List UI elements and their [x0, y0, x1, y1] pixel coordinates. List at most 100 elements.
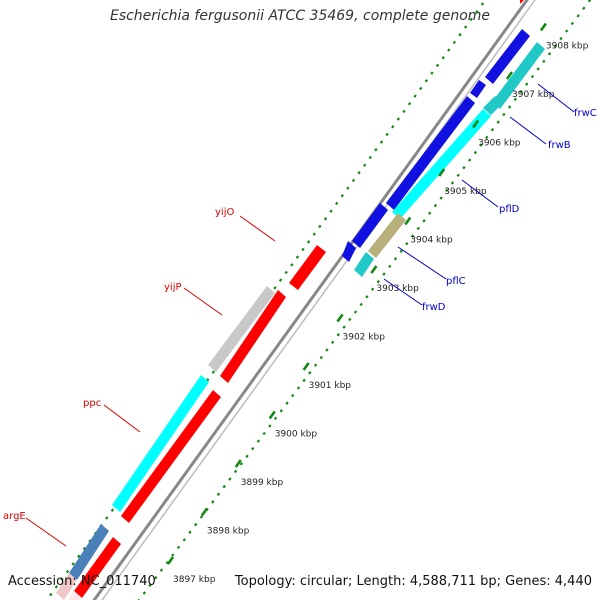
label-frwd[interactable]: frwD	[422, 302, 446, 313]
gene-blue-pflc[interactable]	[352, 203, 388, 248]
gc-dot	[233, 469, 238, 474]
label-callouts	[25, 83, 575, 547]
gc-dot	[468, 158, 472, 162]
gc-dot	[110, 508, 115, 512]
label-yijp[interactable]: yijP	[164, 282, 182, 293]
gc-dot	[165, 560, 169, 565]
gc-dot	[565, 29, 569, 33]
gc-dot	[407, 102, 412, 106]
gene-teal-frwc[interactable]	[492, 42, 545, 109]
gc-dot	[424, 79, 428, 83]
gc-dot	[331, 340, 335, 345]
gc-dot	[485, 135, 489, 140]
scale-tick-label: 3900 kbp	[275, 430, 318, 440]
gc-dot	[60, 577, 64, 581]
gene-blue-frwd[interactable]	[342, 241, 356, 262]
gc-dot	[262, 431, 266, 436]
gene-cyan-pfld[interactable]	[392, 109, 491, 219]
callout-yijo	[239, 215, 276, 242]
gene-pale-arge[interactable]	[56, 573, 77, 600]
gc-dot	[519, 90, 523, 94]
cyan-gene-track	[354, 42, 545, 277]
scale-tick-mark	[404, 216, 412, 226]
gc-dot	[239, 462, 243, 466]
gene-red-bottom[interactable]	[74, 537, 121, 598]
gc-dot	[419, 86, 423, 91]
label-frwc[interactable]: frwC	[574, 108, 597, 119]
gene-blue-small-1[interactable]	[470, 80, 486, 98]
gc-dot	[285, 401, 289, 405]
gc-dot	[273, 416, 278, 420]
gc-dot	[319, 355, 323, 360]
gc-dot	[211, 500, 215, 504]
gene-blue-frwc[interactable]	[485, 29, 530, 84]
gc-dot	[463, 25, 468, 29]
gc-dot	[480, 2, 485, 6]
gc-dot	[65, 569, 70, 574]
label-arge[interactable]: argE	[3, 511, 26, 522]
gc-dot	[82, 546, 86, 551]
backbone-line-outer	[92, 0, 529, 600]
gene-cyan-ppc[interactable]	[112, 375, 209, 512]
gene-red-top[interactable]	[520, 0, 534, 4]
gc-dot	[462, 166, 466, 170]
scale-tick-mark	[438, 168, 446, 177]
gene-steel-arge[interactable]	[69, 524, 109, 580]
accession-text: Accession: NC_011740	[8, 574, 156, 589]
scale-tick-mark	[268, 410, 276, 420]
label-pflc[interactable]: pflC	[446, 276, 466, 287]
callout-frwc	[537, 83, 575, 113]
scale-tick-label: 3898 kbp	[207, 527, 250, 537]
scale-tick-mark	[539, 22, 547, 32]
gc-dot	[284, 270, 288, 275]
gc-dot	[54, 585, 58, 589]
scale-tick-mark	[166, 556, 175, 565]
gc-dot	[536, 67, 540, 71]
gc-dot	[570, 21, 575, 26]
gc-dot	[553, 44, 557, 48]
gc-dot	[393, 257, 398, 261]
gene-red-small[interactable]	[289, 245, 326, 290]
gene-olive-pflc[interactable]	[368, 213, 406, 258]
left-gene-track	[67, 0, 534, 600]
gc-dot	[295, 255, 300, 259]
gc-dot	[340, 194, 344, 198]
scale-tick-mark	[505, 71, 514, 80]
gc-dot	[530, 74, 535, 79]
gene-gray-yijp[interactable]	[208, 286, 275, 372]
gc-dot	[435, 63, 440, 68]
label-frwb[interactable]: frwB	[548, 140, 571, 151]
genome-summary-text: Topology: circular; Length: 4,588,711 bp…	[234, 574, 592, 589]
label-ppc[interactable]: ppc	[83, 398, 101, 409]
gene-red-upper[interactable]	[220, 290, 286, 383]
scale-tick-label: 3897 kbp	[173, 575, 216, 585]
callout-pfld	[461, 179, 499, 208]
gc-dot-track-right	[137, 0, 592, 600]
gc-dot	[385, 132, 389, 137]
gc-dot	[188, 530, 192, 534]
gc-dot	[159, 568, 164, 572]
scale-tick-label: 3902 kbp	[343, 333, 386, 343]
label-pfld[interactable]: pflD	[499, 204, 520, 215]
gene-red-long[interactable]	[121, 390, 221, 523]
gene-teal-frwb[interactable]	[483, 96, 503, 115]
gc-dot	[211, 370, 215, 374]
gene-labels: yijO yijP ppc argE frwC frwB pflD pflC f…	[3, 108, 597, 522]
gc-dot	[346, 186, 350, 190]
gc-dot	[142, 591, 146, 595]
gc-dot	[291, 393, 295, 398]
gc-dot	[363, 163, 367, 167]
label-yijo[interactable]: yijO	[215, 207, 234, 218]
gc-dot	[105, 516, 109, 520]
gc-dot	[433, 203, 438, 208]
gc-dot	[290, 263, 294, 267]
gc-dot	[473, 150, 477, 155]
gc-dot	[251, 446, 255, 451]
gc-dot	[357, 171, 361, 175]
scale-tick-mark	[234, 459, 242, 468]
gene-blue-pfld[interactable]	[386, 96, 475, 210]
scale-tick-mark	[302, 362, 310, 371]
gene-teal-frwd[interactable]	[354, 252, 374, 277]
gc-dot	[368, 155, 372, 160]
gc-dot	[502, 112, 506, 117]
